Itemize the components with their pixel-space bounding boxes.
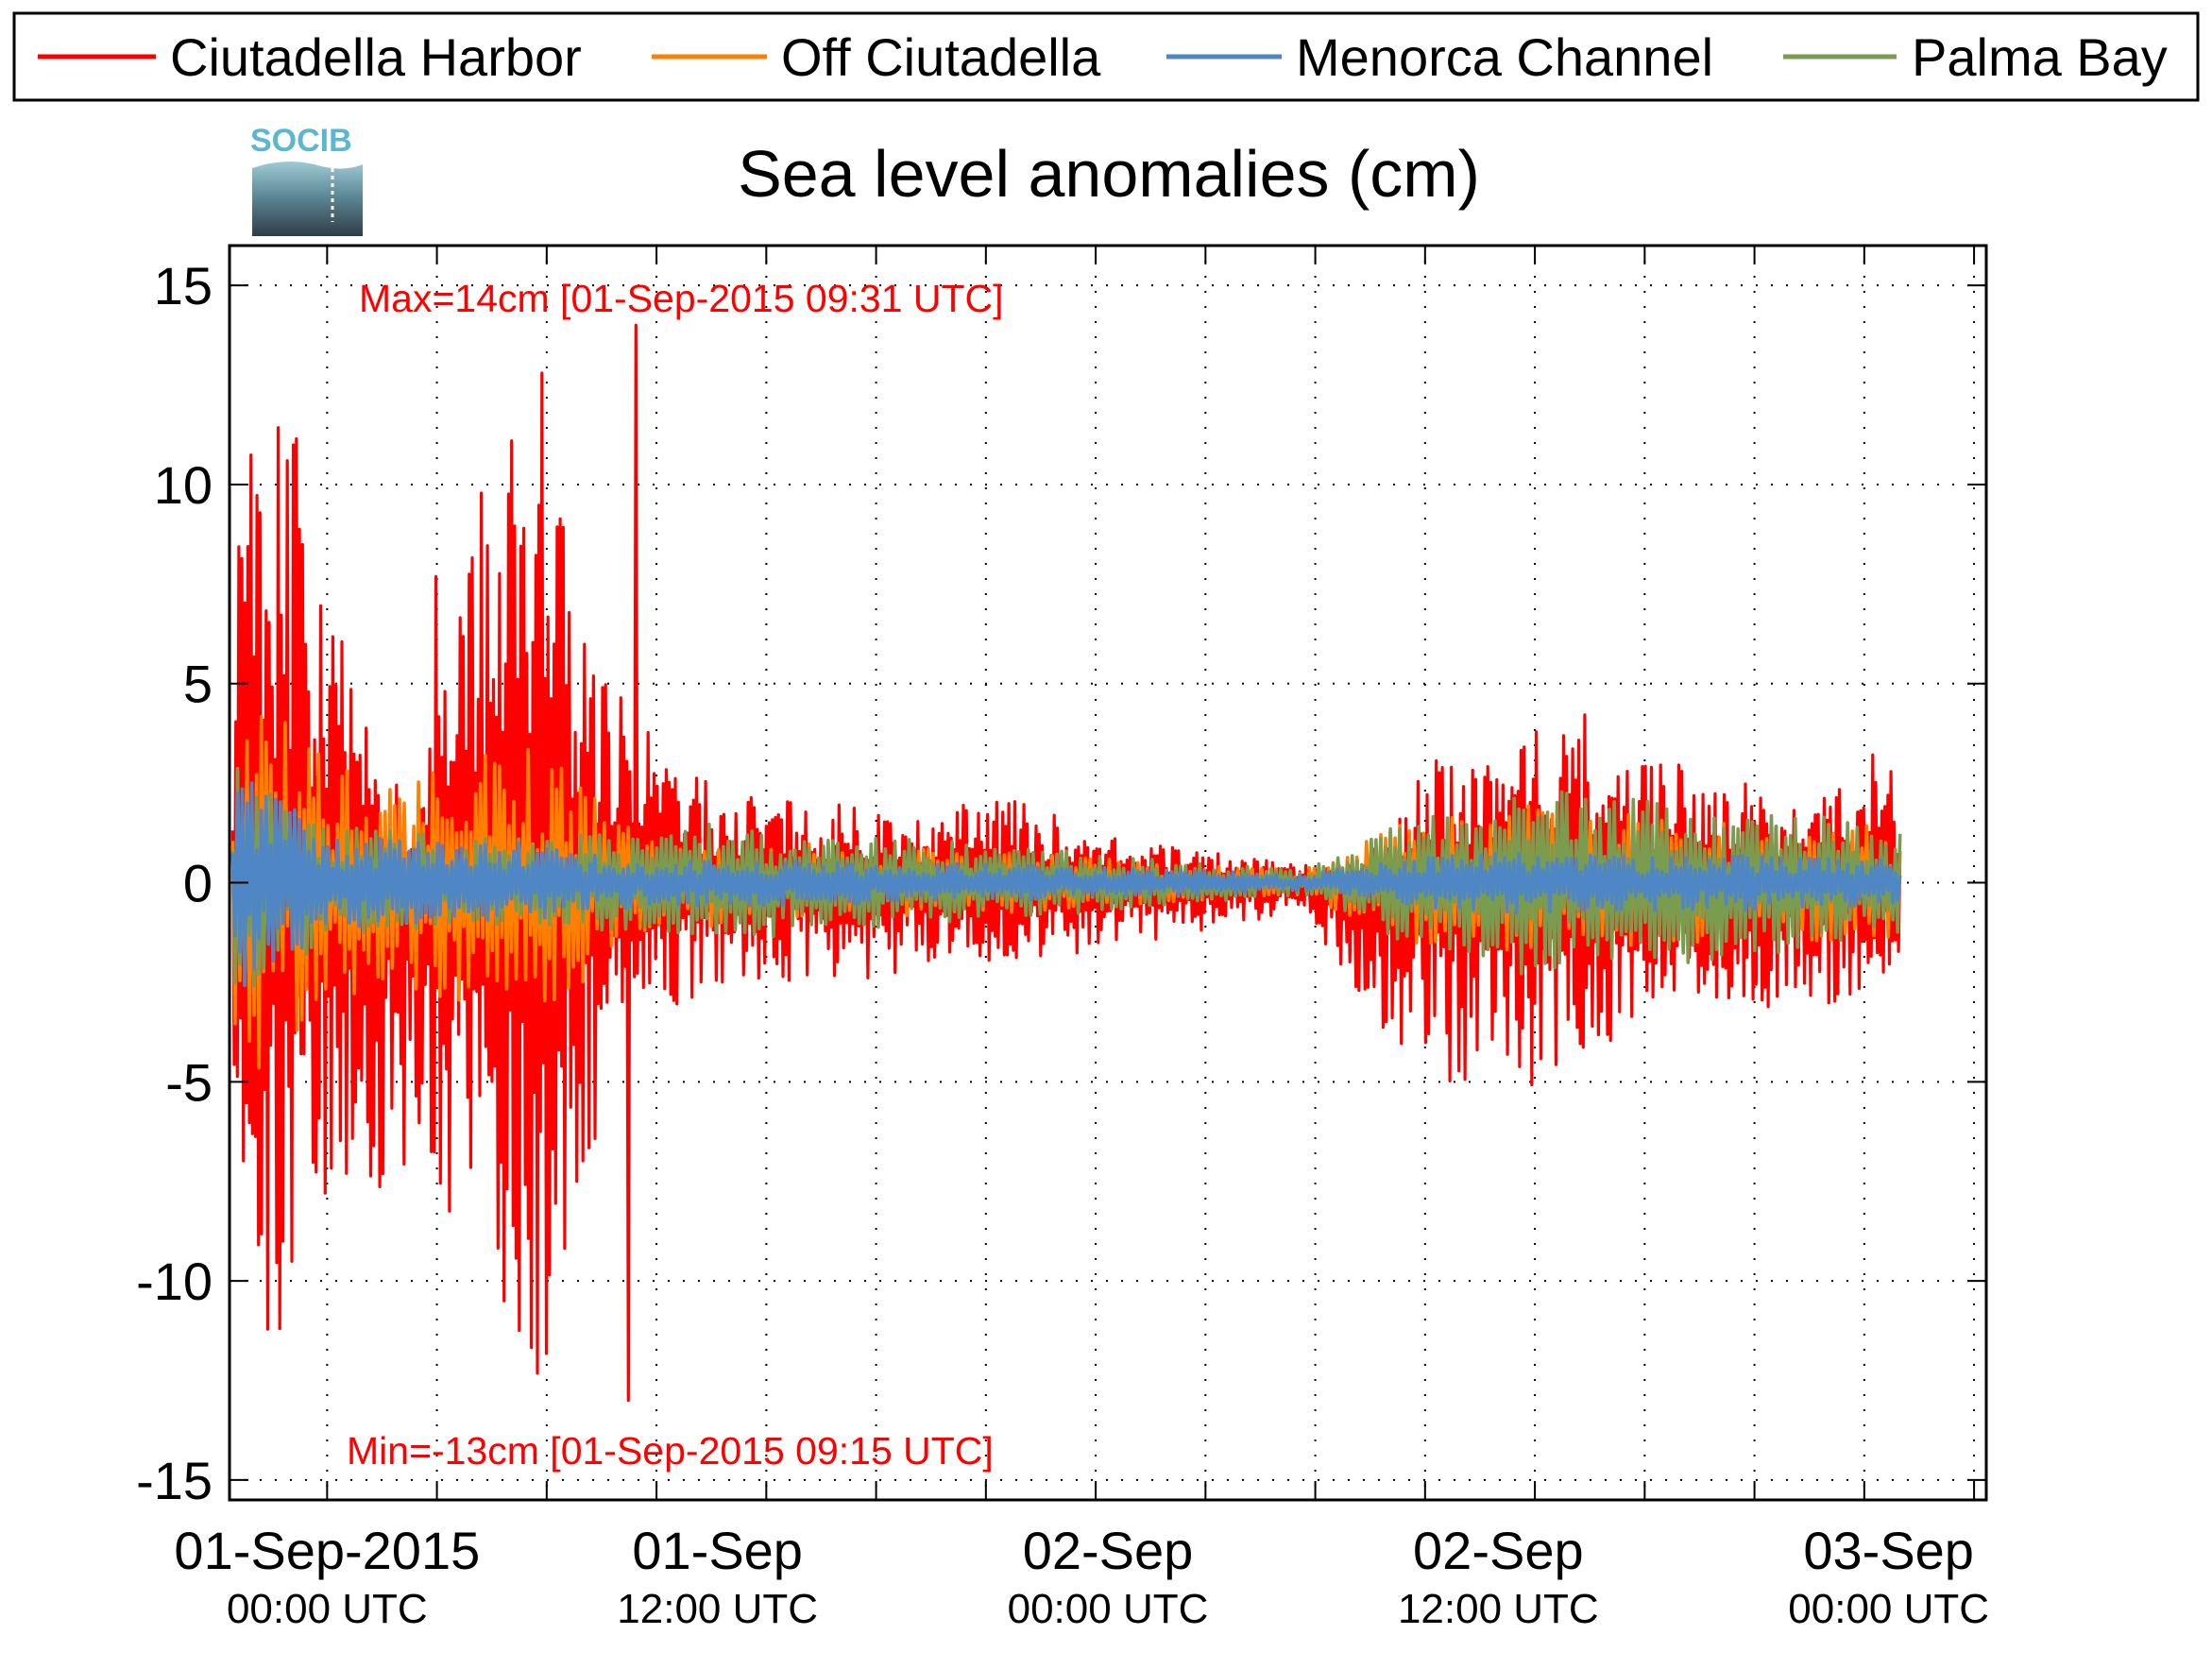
- y-tick-label: -15: [136, 1451, 213, 1510]
- x-tick-label: 02-Sep: [1413, 1521, 1584, 1580]
- y-tick-label: 0: [183, 854, 213, 913]
- chart-title: Sea level anomalies (cm): [738, 137, 1480, 211]
- y-tick-label: -5: [165, 1052, 213, 1112]
- annotation-max: Max=14cm [01-Sep-2015 09:31 UTC]: [359, 277, 1004, 320]
- socib-logo: SOCIB: [250, 123, 363, 236]
- x-tick-label: 01-Sep: [632, 1521, 803, 1580]
- legend-label-ciutadella-harbor: Ciutadella Harbor: [170, 27, 582, 87]
- y-tick-label: 15: [154, 256, 213, 315]
- logo-text: SOCIB: [250, 123, 352, 159]
- y-tick-label: -10: [136, 1252, 213, 1311]
- x-tick-sublabel: 12:00 UTC: [1398, 1586, 1599, 1632]
- x-tick-label: 01-Sep-2015: [174, 1521, 480, 1580]
- series-layer: [230, 323, 1902, 1403]
- logo-wave-block: [252, 161, 363, 236]
- annotation-min: Min=-13cm [01-Sep-2015 09:15 UTC]: [347, 1429, 994, 1473]
- x-tick-label: 03-Sep: [1803, 1521, 1974, 1580]
- y-tick-label: 10: [154, 455, 213, 515]
- legend: Ciutadella Harbor Off Ciutadella Menorca…: [12, 11, 2200, 102]
- x-tick-sublabel: 00:00 UTC: [1788, 1586, 1989, 1632]
- axes-layer: 15 10 5 0 -5 -10 -15 01-Sep-2015 00:00 UTC 01-Sep…: [136, 246, 1989, 1632]
- legend-label-menorca-channel: Menorca Channel: [1296, 27, 1713, 87]
- legend-label-off-ciutadella: Off Ciutadella: [781, 27, 1101, 87]
- x-tick-sublabel: 00:00 UTC: [1008, 1586, 1209, 1632]
- x-tick-sublabel: 12:00 UTC: [617, 1586, 818, 1632]
- series-line-menorca-channel: [230, 781, 1902, 988]
- y-tick-label: 5: [183, 655, 213, 714]
- x-tick-sublabel: 00:00 UTC: [227, 1586, 428, 1632]
- legend-label-palma-bay: Palma Bay: [1912, 27, 2168, 87]
- x-tick-label: 02-Sep: [1023, 1521, 1194, 1580]
